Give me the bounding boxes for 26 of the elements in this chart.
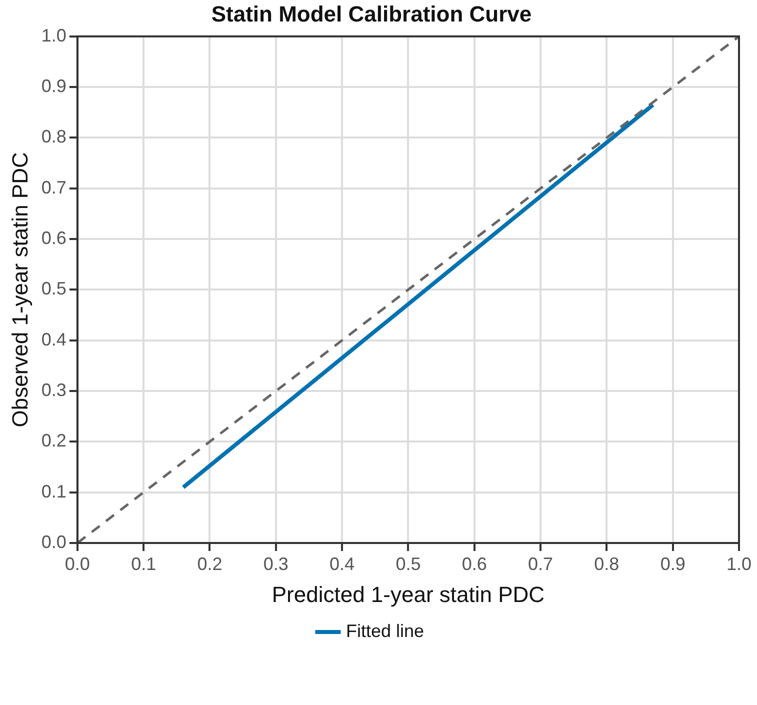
y-tick-label: 0.5 (41, 278, 66, 299)
x-tick-label: 0.6 (462, 554, 487, 574)
y-axis-title: Observed 1-year statin PDC (7, 152, 32, 428)
x-tick-label: 0.0 (64, 554, 90, 574)
x-tick-label: 0.5 (396, 554, 421, 574)
y-tick-label: 0.2 (41, 430, 66, 451)
x-tick-label: 0.8 (594, 554, 620, 574)
legend-label: Fitted line (346, 620, 424, 641)
y-tick-label: 0.8 (41, 126, 66, 147)
y-tick-label: 0.7 (41, 177, 66, 198)
x-axis-title: Predicted 1-year statin PDC (272, 582, 545, 607)
x-tick-label: 0.3 (263, 554, 288, 574)
y-tick-label: 1.0 (41, 25, 66, 46)
x-tick-label: 1.0 (726, 554, 752, 574)
y-tick-label: 0.4 (41, 329, 66, 350)
chart-title: Statin Model Calibration Curve (211, 1, 532, 26)
x-tick-label: 0.7 (528, 554, 554, 574)
x-tick-label: 0.1 (131, 554, 156, 574)
y-tick-label: 0.1 (41, 481, 66, 502)
x-tick-label: 0.2 (197, 554, 222, 574)
y-tick-label: 0.0 (41, 532, 66, 552)
y-tick-label: 0.9 (41, 76, 66, 96)
x-tick-label: 0.9 (660, 554, 686, 574)
y-tick-label: 0.6 (41, 228, 66, 248)
x-tick-label: 0.4 (330, 554, 355, 574)
y-tick-label: 0.3 (41, 380, 66, 400)
